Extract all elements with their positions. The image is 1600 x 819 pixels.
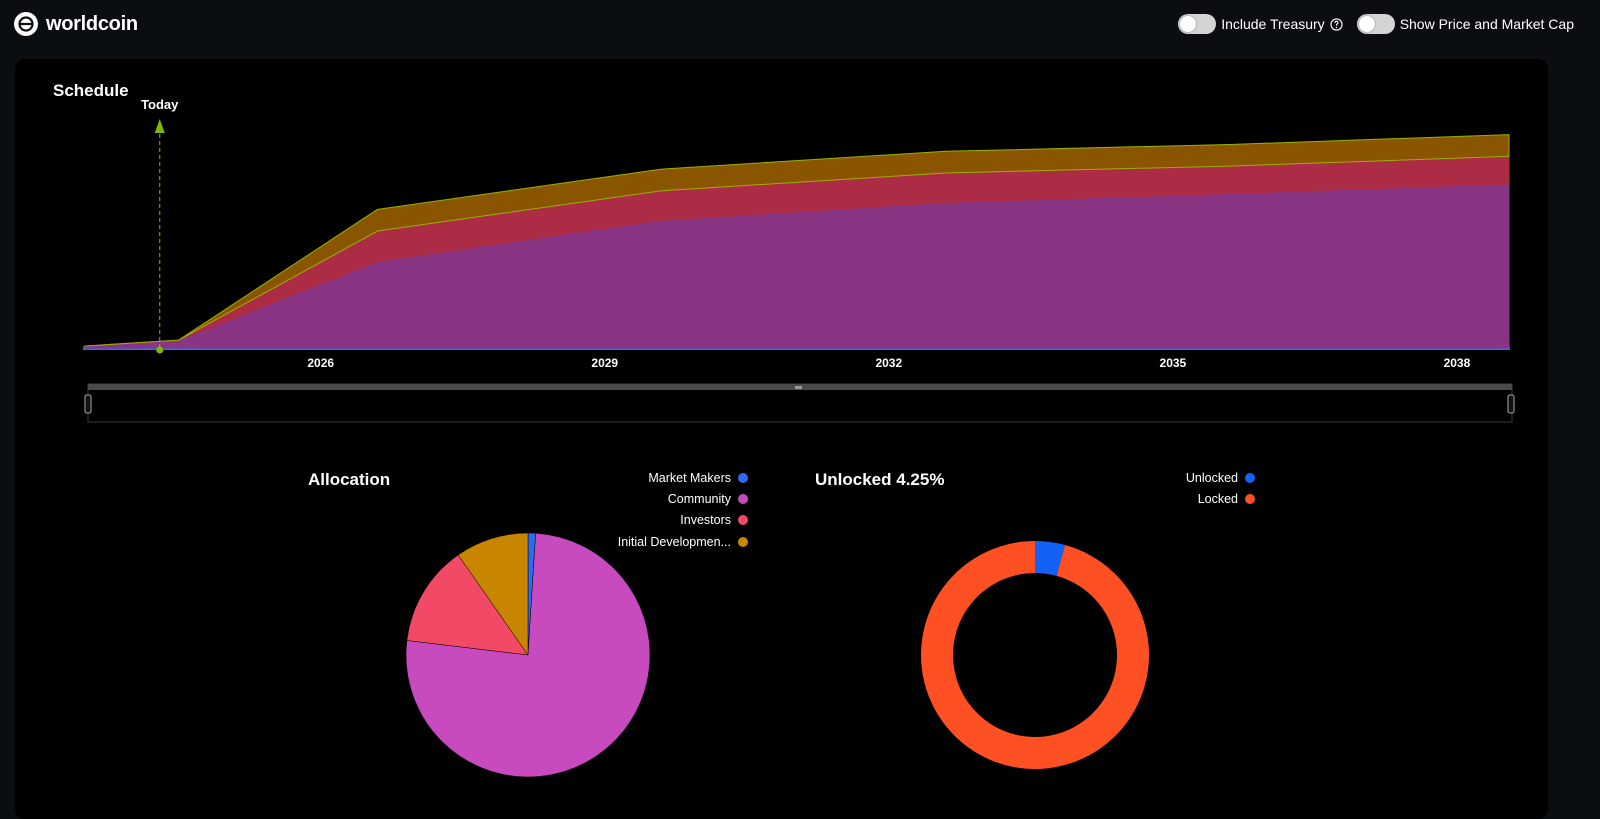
x-tick-label: 2029: [591, 356, 618, 370]
legend-item[interactable]: Initial Developmen...: [618, 531, 748, 552]
area-series-initial-development-team[interactable]: [83, 134, 1510, 347]
x-tick-label: 2032: [875, 356, 902, 370]
toggle-knob: [1180, 16, 1197, 32]
legend-item[interactable]: Community: [618, 488, 748, 509]
pie-slice-initial-development-team[interactable]: [457, 532, 529, 656]
slider-grip-icon[interactable]: [795, 386, 802, 389]
brand-name: worldcoin: [46, 12, 138, 35]
legend-label: Market Makers: [648, 470, 731, 485]
donut-slice-locked[interactable]: [921, 541, 1149, 769]
schedule-chart: DeFiLlama20262029203220352038Today: [83, 97, 1515, 423]
unlocked-donut-chart: [921, 541, 1149, 769]
brand: worldcoin: [14, 12, 138, 36]
x-tick-label: 2026: [307, 356, 334, 370]
x-tick-label: 2035: [1160, 356, 1187, 370]
legend-item[interactable]: Market Makers: [618, 467, 748, 488]
legend-label: Initial Developmen...: [617, 534, 731, 549]
today-arrow-icon: [154, 119, 165, 133]
include-treasury-toggle[interactable]: [1178, 14, 1217, 34]
toggle-knob: [1358, 16, 1375, 32]
show-price-toggle-group: Show Price and Market Cap: [1356, 14, 1574, 34]
allocation-legend: Market Makers Community Investors Initia…: [618, 467, 748, 552]
unlocked-title: Unlocked 4.25%: [815, 470, 945, 489]
x-tick-label: 2038: [1444, 356, 1471, 370]
today-label: Today: [141, 97, 179, 112]
worldcoin-logo-icon: [14, 12, 38, 36]
legend-label: Unlocked: [1185, 470, 1238, 485]
include-treasury-toggle-group: Include Treasury: [1178, 14, 1343, 34]
schedule-title: Schedule: [53, 81, 129, 100]
range-slider[interactable]: [84, 383, 1515, 423]
donut-slice-unlocked[interactable]: [1035, 541, 1066, 576]
today-marker-dot[interactable]: [156, 346, 164, 354]
slider-handle-left[interactable]: [84, 394, 92, 414]
pie-slice-investors[interactable]: [406, 554, 529, 656]
chart-card: DeFiLlama20262029203220352038Today Sched…: [15, 59, 1548, 819]
legend-dot: [738, 515, 748, 526]
legend-item[interactable]: Locked: [1186, 488, 1255, 509]
allocation-pie-chart: [405, 532, 651, 778]
legend-item[interactable]: Unlocked: [1186, 467, 1255, 488]
legend-dot: [738, 493, 748, 504]
slider-handle-right[interactable]: [1507, 394, 1515, 414]
legend-label: Investors: [680, 513, 731, 528]
show-price-market-cap-label: Show Price and Market Cap: [1399, 16, 1574, 32]
header-toggles: Include Treasury Show Price and Market C…: [1168, 14, 1574, 34]
legend-dot: [738, 536, 748, 547]
include-treasury-label: Include Treasury: [1221, 16, 1325, 32]
legend-label: Locked: [1197, 491, 1238, 506]
legend-dot: [738, 472, 748, 483]
question-circle-icon[interactable]: [1330, 17, 1343, 31]
legend-label: Community: [667, 491, 731, 506]
legend-item[interactable]: Investors: [618, 510, 748, 531]
unlocked-legend: Unlocked Locked: [1186, 467, 1255, 510]
allocation-title: Allocation: [308, 470, 391, 489]
legend-dot: [1245, 472, 1255, 483]
page-header: worldcoin Include Treasury Show Price an…: [0, 0, 1600, 56]
show-price-market-cap-toggle[interactable]: [1356, 14, 1395, 34]
legend-dot: [1245, 493, 1255, 504]
